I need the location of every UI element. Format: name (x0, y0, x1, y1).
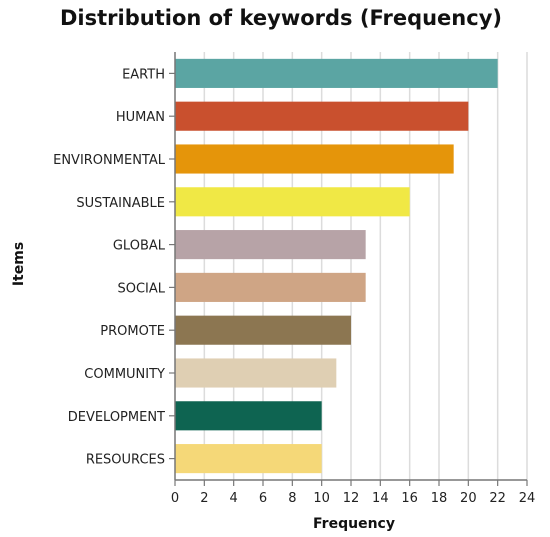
x-tick-label: 8 (288, 491, 296, 506)
x-tick-label: 24 (519, 491, 536, 506)
x-tick-label: 0 (171, 491, 179, 506)
bar-development (175, 401, 322, 431)
bar-layer (175, 58, 498, 474)
x-tick-label: 10 (313, 491, 330, 506)
x-axis-title: Frequency (313, 516, 395, 532)
bar-promote (175, 315, 351, 345)
x-tick-label: 20 (460, 491, 477, 506)
category-label-development: DEVELOPMENT (68, 410, 165, 425)
bar-environmental (175, 144, 454, 174)
axis-layer: 0 2 4 6 8 10 12 14 16 18 20 22 24EARTHHUMANENVIRONME… (53, 52, 535, 506)
bar-resources (175, 444, 322, 474)
chart-title: Distribution of keywords (Frequency) (60, 6, 502, 30)
category-label-human: HUMAN (116, 110, 165, 125)
x-tick-label: 4 (230, 491, 238, 506)
bar-social (175, 272, 366, 302)
category-label-social: SOCIAL (117, 281, 165, 296)
bar-sustainable (175, 187, 410, 217)
x-tick-label: 18 (431, 491, 448, 506)
category-label-resources: RESOURCES (86, 453, 165, 468)
x-tick-label: 6 (259, 491, 267, 506)
bar-global (175, 230, 366, 260)
x-tick-label: 2 (200, 491, 208, 506)
category-label-environmental: ENVIRONMENTAL (53, 153, 166, 168)
x-tick-label: 22 (489, 491, 506, 506)
bar-earth (175, 58, 498, 88)
x-tick-label: 12 (343, 491, 360, 506)
bar-community (175, 358, 337, 388)
category-label-sustainable: SUSTAINABLE (76, 196, 165, 211)
y-axis-title: Items (11, 242, 27, 286)
bar-human (175, 101, 469, 131)
x-tick-label: 14 (372, 491, 389, 506)
category-label-community: COMMUNITY (84, 367, 165, 382)
category-label-promote: PROMOTE (100, 324, 165, 339)
category-label-global: GLOBAL (113, 239, 166, 254)
category-label-earth: EARTH (122, 67, 165, 82)
x-tick-label: 16 (401, 491, 418, 506)
